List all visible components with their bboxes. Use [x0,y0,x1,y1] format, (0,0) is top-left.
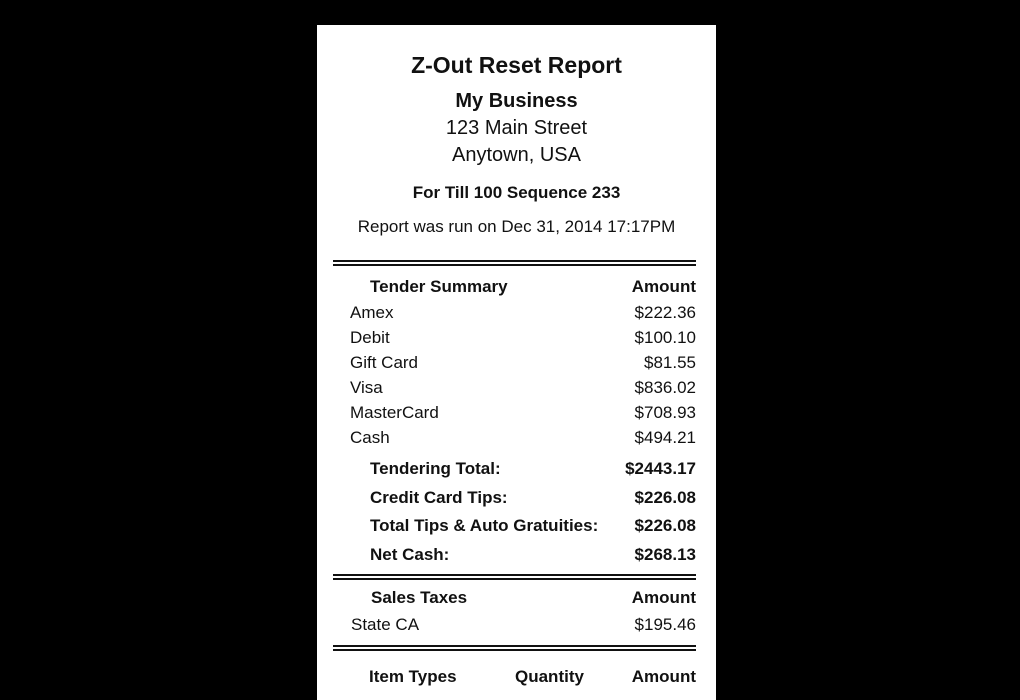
total-amount: $226.08 [634,516,696,535]
tender-amount: $708.93 [634,403,696,422]
sales-taxes-header: Sales Taxes [371,588,468,607]
tender-amount: $100.10 [634,328,696,347]
total-amount: $2443.17 [625,459,696,478]
tender-summary-header: Tender Summary [370,277,508,296]
total-label: Total Tips & Auto Gratuities: [370,516,599,535]
tender-label: Cash [350,428,390,447]
tender-amount: $836.02 [634,378,696,397]
report-title: Z-Out Reset Report [411,52,622,78]
tender-amount: $494.21 [634,428,696,447]
divider [333,645,696,651]
tender-label: MasterCard [350,403,439,422]
tender-amount: $222.36 [634,303,696,322]
total-amount: $268.13 [634,544,696,564]
till-info: For Till 100 Sequence 233 [412,183,621,202]
tender-label: Gift Card [350,353,419,372]
tax-amount: $195.46 [634,615,696,634]
total-label: Credit Card Tips: [370,487,508,507]
address-line2: Anytown, USA [452,144,581,166]
item-types-header: Item Types [369,667,457,686]
receipt-paper: Z-Out Reset Report My Business 123 Main … [317,25,716,700]
total-label: Tendering Total: [370,459,501,478]
divider [333,574,696,580]
run-info: Report was run on Dec 31, 2014 17:17PM [357,217,676,236]
item-amount-header: Amount [631,667,696,686]
total-label: Net Cash: [370,544,450,564]
business-name: My Business [455,90,578,112]
item-quantity-header: Quantity [515,667,584,686]
tender-amount-header: Amount [631,277,696,296]
tender-label: Debit [350,328,390,347]
total-amount: $226.08 [634,487,696,507]
tax-label: State CA [351,615,420,634]
divider [333,260,696,266]
address-line1: 123 Main Street [445,117,588,139]
sales-taxes-amount-header: Amount [631,588,696,607]
tender-amount: $81.55 [644,353,696,372]
tender-label: Amex [350,303,394,322]
tender-label: Visa [350,378,383,397]
